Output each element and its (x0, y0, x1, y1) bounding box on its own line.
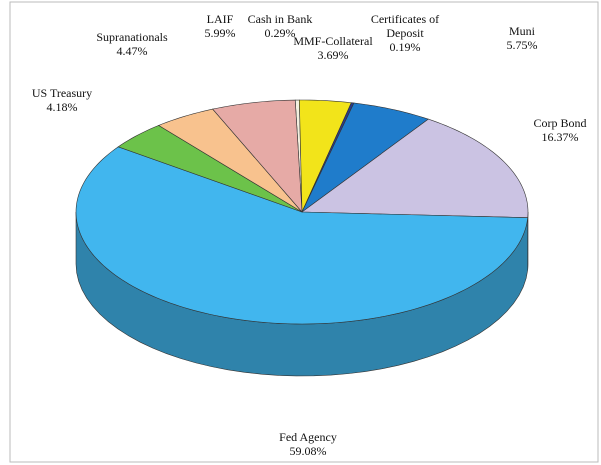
slice-value: 5.99% (204, 26, 236, 40)
data-label: Cash in Bank 0.29% (248, 12, 313, 40)
slice-name: Fed Agency (279, 430, 337, 444)
slice-value: 59.08% (289, 444, 327, 458)
data-label: Supranationals 4.47% (96, 30, 167, 58)
slice-value: 0.29% (264, 26, 296, 40)
slice-value: 16.37% (541, 130, 579, 144)
frame (9, 1, 599, 463)
slice-name: Corp Bond (533, 116, 587, 130)
data-label: US Treasury 4.18% (32, 86, 92, 114)
slice (157, 108, 303, 213)
slice-value: 4.18% (46, 100, 78, 114)
slice-value: 0.19% (389, 40, 421, 54)
data-label: LAIF 5.99% (205, 12, 236, 40)
data-label: Fed Agency 59.08% (279, 430, 337, 458)
data-label: Muni 5.75% (507, 24, 538, 52)
slice-name: LAIF (206, 12, 234, 26)
slice (75, 146, 529, 325)
slice-name: Certificates of Deposit (370, 12, 440, 40)
slice-value: 5.75% (506, 38, 538, 52)
data-label: Corp Bond 16.37% (533, 116, 586, 144)
slice (212, 99, 303, 213)
slice-name: Cash in Bank (247, 12, 313, 26)
slice-name: MMF-Collateral (293, 34, 373, 48)
slice (301, 102, 429, 213)
slice (301, 118, 529, 219)
slice-value: 3.69% (317, 48, 349, 62)
slice-name: US Treasury (31, 86, 93, 100)
slice-value: 4.47% (116, 44, 148, 58)
data-label: Certificates of Deposit 0.19% (357, 12, 453, 54)
slice (117, 125, 303, 213)
slice-name: Supranationals (96, 30, 168, 44)
data-label: MMF-Collateral 3.69% (293, 34, 372, 62)
slice (299, 99, 352, 213)
slice-name: Muni (508, 24, 535, 38)
